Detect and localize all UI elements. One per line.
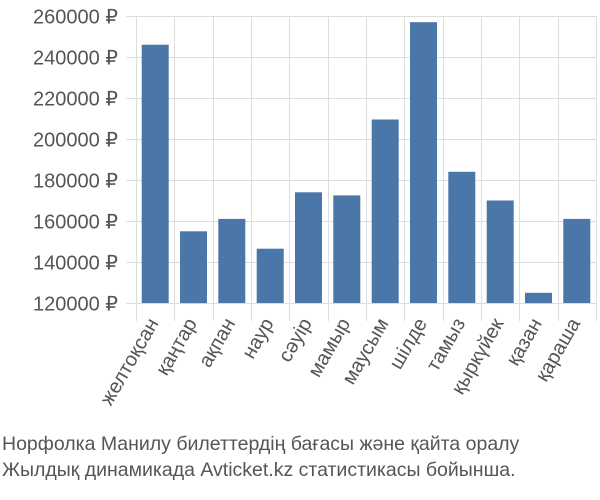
bar-7 [410, 22, 437, 303]
bar-1 [180, 231, 207, 304]
caption-line-1: Норфолка Манилу билеттердің бағасы және … [2, 433, 520, 455]
y-tick-label: 140000 ₽ [33, 253, 118, 275]
caption-line-2: Жылдық динамикада Avticket.kz статистика… [2, 459, 516, 481]
x-tick-label: ақпан [195, 314, 240, 371]
bars [141, 22, 591, 304]
x-tick-label: желтоқсан [96, 315, 163, 410]
bar-2 [218, 218, 246, 303]
bar-9 [486, 200, 514, 303]
bar-3 [256, 248, 284, 303]
y-tick-label: 160000 ₽ [33, 212, 118, 234]
x-tick-label: наур [238, 315, 278, 363]
y-axis: 120000 ₽ 140000 ₽ 160000 ₽ 180000 ₽ 200000 ₽… [33, 7, 118, 316]
bar-4 [295, 192, 322, 303]
grid-lines [126, 16, 597, 321]
bar-0 [141, 44, 169, 303]
bar-6 [371, 119, 399, 303]
bar-8 [448, 171, 476, 303]
bar-11 [563, 218, 591, 303]
bar-5 [333, 195, 361, 303]
y-tick-label: 260000 ₽ [33, 7, 118, 29]
bar-10 [525, 292, 552, 304]
y-tick-label: 240000 ₽ [33, 48, 118, 70]
y-tick-label: 120000 ₽ [33, 294, 118, 316]
y-tick-label: 200000 ₽ [33, 130, 118, 152]
x-axis: желтоқсанқаңтарақпаннаурсәуірмамырмаусым… [96, 314, 585, 409]
y-tick-label: 180000 ₽ [33, 171, 118, 193]
bar-chart: 120000 ₽ 140000 ₽ 160000 ₽ 180000 ₽ 200000 ₽… [33, 7, 597, 409]
y-tick-label: 220000 ₽ [33, 89, 118, 111]
